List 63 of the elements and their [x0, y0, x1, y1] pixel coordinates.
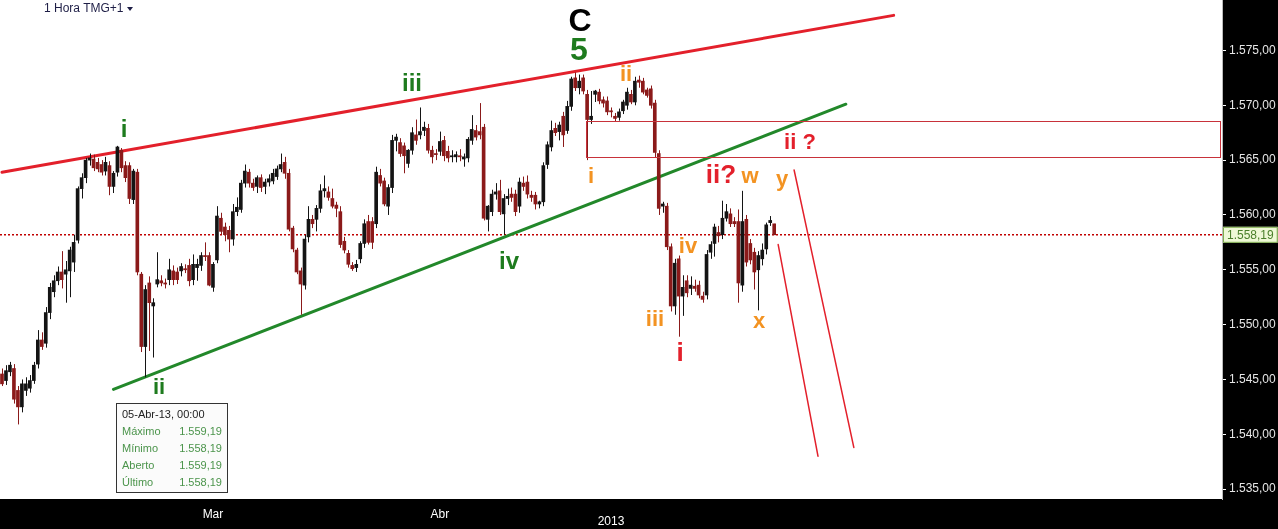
y-tick-label: 1.565,00 — [1229, 152, 1277, 167]
candlestick — [167, 258, 171, 286]
annotation: y — [775, 166, 789, 192]
chart-title: 1 Hora TMG+1 — [44, 1, 124, 15]
y-tick-label: 1.575,00 — [1229, 42, 1277, 57]
y-tick-label: 1.570,00 — [1229, 97, 1277, 112]
candlestick — [573, 71, 578, 92]
candlestick — [20, 378, 24, 413]
x-axis-title: 2013 — [597, 514, 625, 529]
candlestick — [418, 106, 422, 140]
candlestick — [756, 250, 761, 311]
candlestick — [246, 168, 251, 189]
annotation: Máximo — [122, 424, 162, 438]
annotation: 05-Abr-13, 00:00 — [121, 407, 206, 422]
y-tick-label: 1.555,00 — [1229, 262, 1277, 277]
annotation: 1.559,19 — [179, 458, 222, 472]
candlestick — [151, 297, 156, 359]
annotation: Mínimo — [122, 441, 160, 455]
annotation: ii? — [705, 159, 737, 190]
annotation: 1.558,19 — [179, 475, 222, 489]
annotation: 1.558,19 — [179, 441, 222, 455]
candlestick — [398, 137, 402, 158]
candlestick — [227, 225, 231, 253]
y-tick-label: 1.560,00 — [1229, 207, 1277, 222]
annotation: iii — [401, 68, 423, 96]
candlestick — [366, 214, 371, 246]
candlestick — [438, 131, 442, 157]
annotation: i — [587, 163, 595, 189]
annotation: w — [740, 163, 760, 189]
annotation: ii — [619, 61, 633, 87]
x-tick-label: Mar — [202, 506, 224, 521]
candlestick — [589, 90, 593, 125]
candlestick — [402, 142, 406, 174]
annotation: iv — [498, 246, 520, 274]
candlestick — [171, 264, 175, 286]
candlestick — [370, 216, 374, 250]
annotation: iii — [645, 306, 665, 332]
annotation: Aberto — [122, 458, 156, 472]
annotation: x — [752, 308, 766, 334]
candlestick — [191, 253, 195, 286]
y-tick-label: 1.550,00 — [1229, 316, 1277, 331]
candlestick — [59, 250, 64, 289]
candlestick — [147, 275, 152, 352]
candlestick — [195, 258, 199, 282]
candlestick — [581, 74, 585, 95]
annotation: ii — [152, 374, 166, 400]
candlestick — [414, 119, 418, 146]
candlestick — [211, 261, 215, 293]
y-tick-label: 1.545,00 — [1229, 371, 1277, 386]
candlestick — [625, 87, 629, 111]
x-tick-label: Abr — [430, 506, 450, 521]
annotation: 1.559,19 — [179, 424, 222, 438]
annotation: Último — [122, 475, 155, 489]
y-tick-label: 1.535,00 — [1229, 481, 1277, 496]
candlestick — [577, 74, 581, 95]
annotation: i — [676, 337, 684, 368]
candlestick — [441, 135, 446, 162]
candlestick — [219, 212, 223, 236]
annotation: ii ? — [784, 129, 816, 155]
annotation: i — [120, 114, 128, 142]
y-tick-label: 1.540,00 — [1229, 426, 1277, 441]
ref-line-label: 1.558,19 — [1227, 227, 1275, 242]
annotation: iv — [678, 233, 698, 259]
